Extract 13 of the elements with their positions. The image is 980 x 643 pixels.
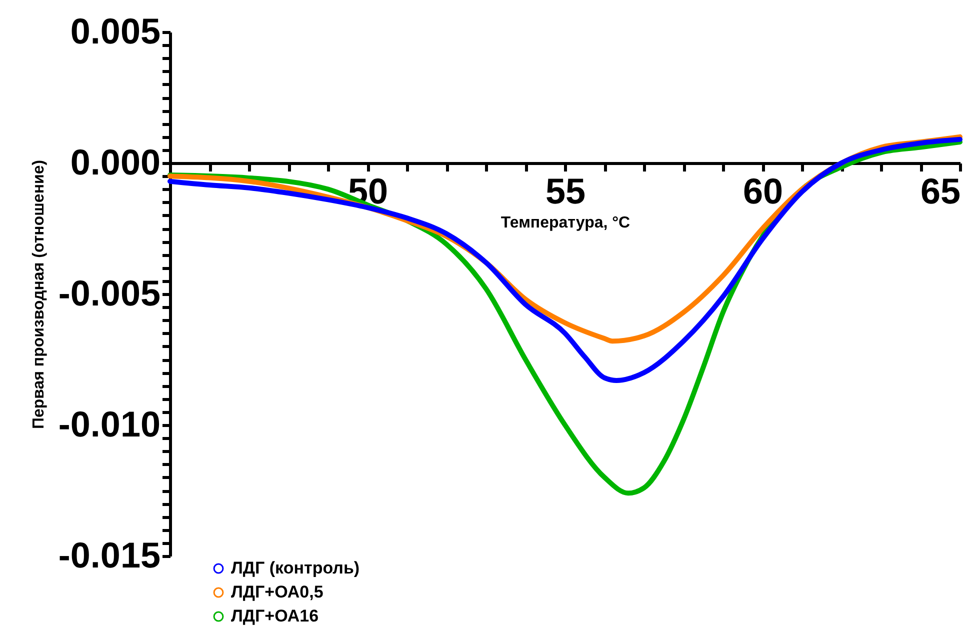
x-tick-label: 60 <box>742 170 784 212</box>
y-tick-label: -0.010 <box>58 404 160 444</box>
legend-label: ЛДГ+ОА16 <box>231 606 319 626</box>
x-tick-label: 55 <box>545 170 586 212</box>
y-tick-label: 0.005 <box>70 10 160 52</box>
legend-label: ЛДГ+ОА0,5 <box>231 582 324 602</box>
y-tick-label: -0.005 <box>58 272 160 314</box>
x-axis-title: Температура, °C <box>500 214 631 232</box>
y-tick-label: 0.000 <box>70 142 160 182</box>
legend-label: ЛДГ (контроль) <box>231 558 360 578</box>
y-axis-title: Первая производная (отношение) <box>30 160 48 430</box>
y-tick-label: -0.015 <box>58 534 160 576</box>
x-tick-label: 65 <box>920 170 960 212</box>
